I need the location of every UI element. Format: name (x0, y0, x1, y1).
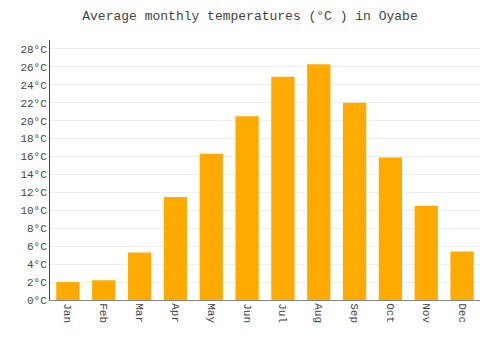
svg-text:24°C: 24°C (20, 80, 47, 92)
svg-text:10°C: 10°C (20, 205, 47, 217)
svg-text:6°C: 6°C (27, 241, 47, 253)
svg-text:26°C: 26°C (20, 62, 47, 74)
svg-text:Nov: Nov (420, 303, 432, 323)
svg-text:Jan: Jan (61, 303, 73, 323)
svg-text:28°C: 28°C (20, 44, 47, 56)
svg-text:Oct: Oct (384, 303, 396, 323)
svg-text:Sep: Sep (348, 303, 360, 323)
svg-text:20°C: 20°C (20, 116, 47, 128)
svg-text:Aug: Aug (312, 303, 324, 323)
svg-text:2°C: 2°C (27, 277, 47, 289)
svg-text:12°C: 12°C (20, 187, 47, 199)
svg-text:May: May (205, 303, 217, 323)
svg-text:Feb: Feb (97, 303, 109, 323)
svg-text:Dec: Dec (456, 303, 468, 323)
svg-text:Mar: Mar (133, 303, 145, 323)
svg-text:22°C: 22°C (20, 98, 47, 110)
svg-text:14°C: 14°C (20, 169, 47, 181)
svg-text:0°C: 0°C (27, 295, 47, 307)
svg-text:16°C: 16°C (20, 151, 47, 163)
svg-text:18°C: 18°C (20, 133, 47, 145)
svg-text:8°C: 8°C (27, 223, 47, 235)
svg-text:Jul: Jul (276, 303, 288, 323)
svg-text:Jun: Jun (241, 303, 253, 323)
svg-text:Apr: Apr (169, 303, 181, 323)
svg-text:4°C: 4°C (27, 259, 47, 271)
svg-text:Average monthly temperatures (: Average monthly temperatures (°C ) in Oy… (82, 9, 417, 24)
